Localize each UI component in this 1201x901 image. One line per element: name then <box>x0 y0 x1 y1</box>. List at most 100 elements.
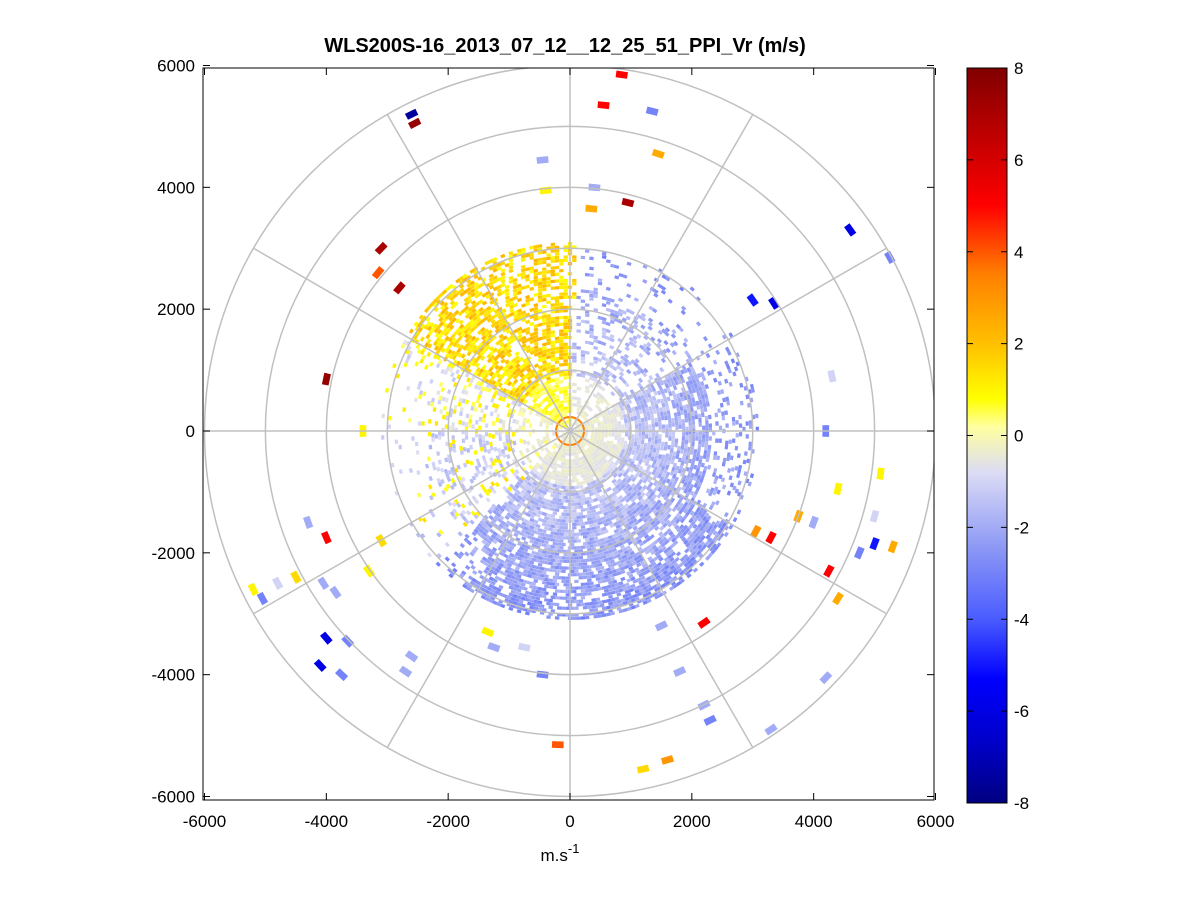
dense-return-cell <box>554 462 560 468</box>
dense-return-cell <box>601 352 607 357</box>
dense-return-cell <box>708 436 712 441</box>
dense-return-cell <box>515 537 521 542</box>
dense-return-cell <box>589 266 594 271</box>
dense-return-cell <box>595 439 601 445</box>
dense-return-cell <box>570 556 575 560</box>
dense-return-cell <box>580 602 586 607</box>
dense-return-cell <box>668 423 672 428</box>
dense-return-cell <box>450 477 456 483</box>
dense-return-cell <box>642 539 648 545</box>
dense-return-cell <box>514 584 520 589</box>
dense-return-cell <box>570 469 575 473</box>
dense-return-cell <box>726 456 731 462</box>
dense-return-cell <box>654 525 660 531</box>
dense-return-cell <box>654 511 660 517</box>
dense-return-cell <box>541 297 547 302</box>
dense-return-cell <box>518 364 525 370</box>
dense-return-cell <box>486 309 492 315</box>
dense-return-cell <box>498 432 502 437</box>
dense-return-cell <box>554 508 560 512</box>
dense-return-cell <box>457 352 463 358</box>
dense-return-cell <box>484 423 489 428</box>
dense-return-cell <box>506 442 511 448</box>
dense-return-cell <box>556 555 562 560</box>
dense-return-cell <box>536 402 542 409</box>
dense-return-cell <box>464 435 469 440</box>
dense-return-cell <box>621 547 627 552</box>
dense-return-cell <box>546 253 551 257</box>
dense-return-cell <box>639 368 645 374</box>
dense-return-cell <box>665 424 669 429</box>
dense-return-cell <box>642 531 648 537</box>
colorbar-tick-label: 4 <box>1014 243 1023 262</box>
dense-return-cell <box>507 486 513 492</box>
dense-return-cell <box>522 407 527 414</box>
dense-return-cell <box>464 337 470 343</box>
dense-return-cell <box>525 512 531 518</box>
dense-return-cell <box>390 462 395 468</box>
dense-return-cell <box>650 456 655 462</box>
dense-return-cell <box>533 323 539 329</box>
dense-return-cell <box>509 311 515 317</box>
dense-return-cell <box>618 273 624 278</box>
dense-return-cell <box>460 353 466 359</box>
dense-return-cell <box>560 435 566 441</box>
dense-return-cell <box>637 404 642 410</box>
dense-return-cell <box>498 570 504 575</box>
dense-return-cell <box>381 435 385 440</box>
dense-return-cell <box>654 417 658 423</box>
dense-return-cell <box>609 319 615 325</box>
dense-return-cell <box>531 588 537 593</box>
dense-return-cell <box>515 419 520 425</box>
dense-return-cell <box>473 546 479 552</box>
dense-return-cell <box>451 354 457 361</box>
dense-return-cell <box>559 269 564 273</box>
dense-return-cell <box>491 393 497 399</box>
dense-return-cell <box>488 277 494 282</box>
dense-return-cell <box>559 295 564 300</box>
dense-return-cell <box>627 398 633 405</box>
dense-return-cell <box>668 452 673 458</box>
dense-return-cell <box>494 364 500 370</box>
dense-return-cell <box>521 536 527 541</box>
dense-return-cell <box>479 381 484 387</box>
dense-return-cell <box>672 583 678 589</box>
dense-return-cell <box>565 462 570 466</box>
dense-return-cell <box>431 492 436 498</box>
colorbar-tick-label: 6 <box>1014 151 1023 170</box>
dense-return-cell <box>654 594 660 600</box>
dense-return-cell <box>589 530 594 535</box>
dense-return-cell <box>673 371 679 377</box>
dense-return-cell <box>638 580 644 585</box>
dense-return-cell <box>476 321 482 327</box>
dense-return-cell <box>482 308 488 314</box>
dense-return-cell <box>641 389 647 395</box>
dense-return-cell <box>451 501 457 508</box>
dense-return-cell <box>563 315 568 320</box>
dense-return-cell <box>576 346 581 350</box>
dense-return-cell <box>429 322 435 328</box>
dense-return-cell <box>623 440 628 446</box>
dense-return-cell <box>657 329 663 335</box>
x-tick-label: 4000 <box>795 812 833 831</box>
dense-return-cell <box>481 556 488 562</box>
dense-return-cell <box>697 523 703 529</box>
dense-return-cell <box>563 352 568 356</box>
dense-return-cell <box>603 504 609 509</box>
dense-return-cell <box>537 562 543 567</box>
dense-return-cell <box>535 523 541 529</box>
dense-return-cell <box>480 525 486 531</box>
dense-return-cell <box>485 370 491 376</box>
dense-return-cell <box>681 436 686 441</box>
dense-return-cell <box>471 401 476 407</box>
dense-return-cell <box>451 562 457 568</box>
dense-return-cell <box>527 601 532 606</box>
dense-return-cell <box>636 538 643 544</box>
dense-return-cell <box>516 283 522 288</box>
dense-return-cell <box>473 450 478 456</box>
dense-return-cell <box>541 458 547 464</box>
dense-return-cell <box>612 358 618 364</box>
dense-return-cell <box>481 335 487 341</box>
dense-return-cell <box>617 388 623 395</box>
